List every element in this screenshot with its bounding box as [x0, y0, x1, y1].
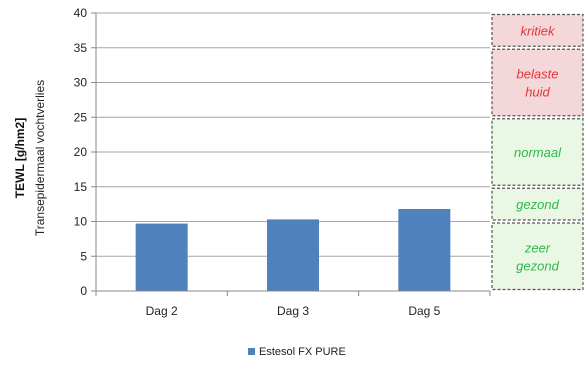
y-axis-subtitle: Transepidermaal vochtverlies: [33, 80, 47, 236]
legend-swatch: [248, 348, 255, 355]
zone-boxes: zeer gezond gezond normaal belaste huid kritie…: [491, 13, 584, 291]
y-tick-label: 35: [74, 41, 88, 55]
zone-label: belaste: [517, 67, 559, 82]
zone-label: huid: [525, 85, 550, 100]
y-tick-label: 25: [74, 110, 88, 124]
bar: [398, 208, 451, 291]
zone-label: normaal: [514, 145, 562, 160]
bar: [267, 219, 319, 291]
zone-label: zeer: [524, 240, 551, 255]
zone-label: gezond: [516, 197, 559, 212]
y-axis-title: TEWL [g/hm2]: [13, 118, 27, 198]
y-tick-label: 10: [74, 215, 88, 229]
x-tick-label: Dag 3: [277, 304, 309, 318]
y-tick-label: 40: [74, 6, 88, 20]
bar: [135, 223, 188, 291]
y-tick-label: 30: [74, 76, 88, 90]
zone-box: [491, 48, 584, 117]
y-tick-label: 15: [74, 180, 88, 194]
gridlines: [96, 12, 490, 257]
legend-label: Estesol FX PURE: [259, 346, 346, 358]
y-tick-label: 5: [80, 249, 87, 263]
zone-box: [491, 222, 584, 291]
legend: Estesol FX PURE: [248, 346, 346, 358]
zone-box: [491, 13, 584, 47]
zone-label: gezond: [516, 258, 559, 273]
bars: [135, 208, 451, 291]
axes: [91, 12, 491, 296]
zone-box: [491, 118, 584, 186]
zone-box: [491, 187, 584, 221]
y-tick-label: 0: [80, 284, 87, 298]
y-tick-label: 20: [74, 145, 88, 159]
x-tick-label: Dag 5: [408, 304, 440, 318]
x-tick-label: Dag 2: [146, 304, 178, 318]
zone-label: kritiek: [521, 23, 556, 38]
tick-labels: 0 5 10 15 20 25 30 35 40 Dag 2 Dag 3 Dag 5: [74, 6, 441, 318]
